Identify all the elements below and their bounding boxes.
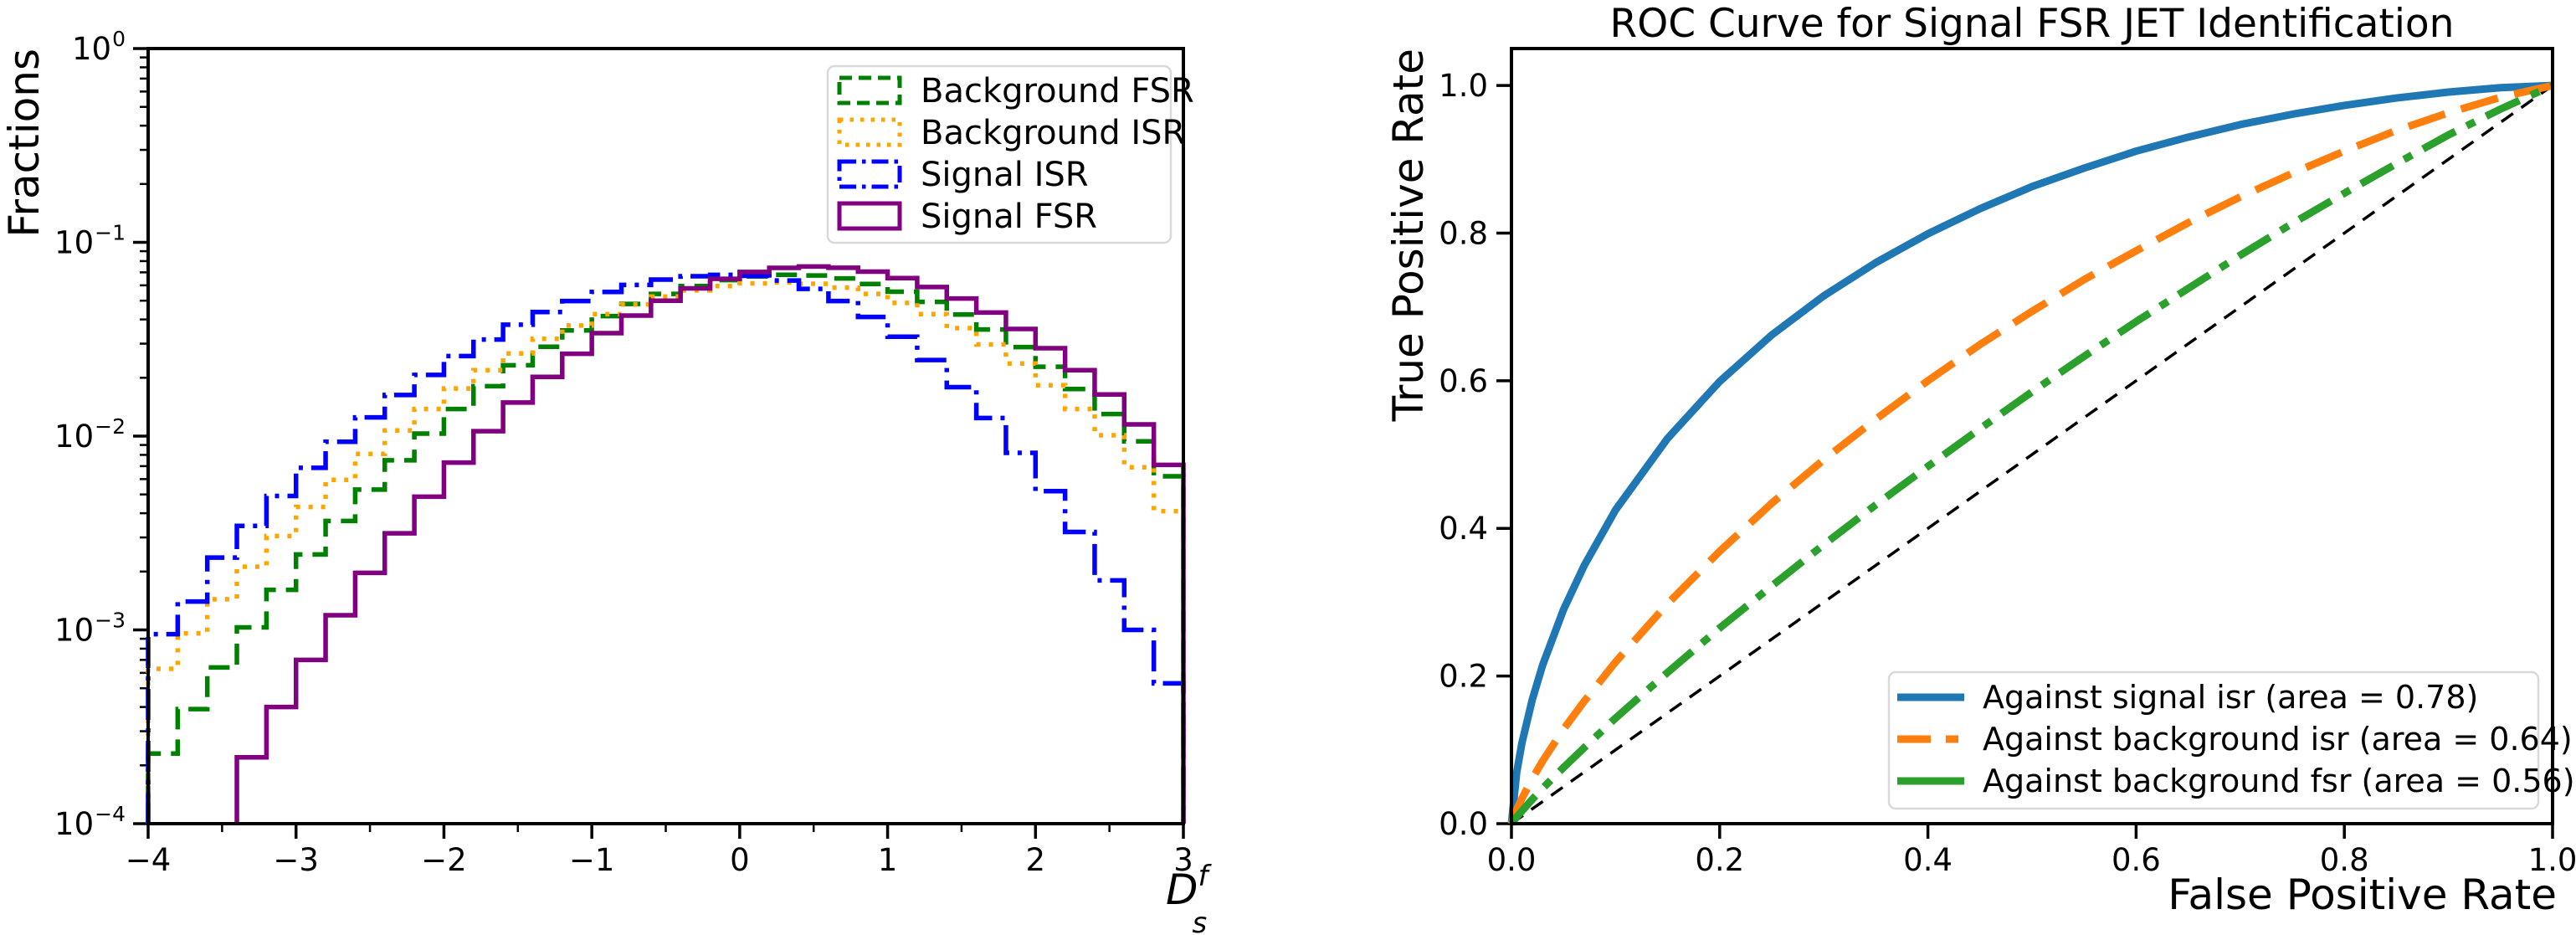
x-tick-label: 1.0 [2528,842,2576,878]
legend-label: Against background isr (area = 0.64) [1983,721,2573,758]
legend-item-signal-isr: Signal ISR [837,156,1089,194]
x-tick-label: 1 [878,842,898,878]
legend-item-against-background-isr: Against background isr (area = 0.64) [1897,721,2573,758]
left-plot: −4 −3 −2 −1 0 1 2 3 100 10−1 10−2 10−3 10−4 Fraction… [0,27,1213,935]
left-plot-frame [146,47,1185,825]
x-tick-label: 0.0 [1487,842,1537,878]
legend-item-background-isr: Background ISR [837,114,1185,152]
x-tick-label: −2 [421,842,467,878]
x-tick-label: 0.6 [2112,842,2161,878]
right-plot: 0.0 0.2 0.4 0.6 0.8 1.0 0.0 0.2 0.4 0.6 0.8 1.0 ROC… [1384,1,2576,919]
legend-item-against-background-fsr: Against background fsr (area = 0.56) [1897,763,2575,799]
right-plot-title: ROC Curve for Signal FSR JET Identificat… [1610,1,2455,47]
legend-label: Against background fsr (area = 0.56) [1983,763,2575,799]
hist-series-background-fsr [146,272,1186,824]
x-tick-label: 3 [1173,842,1193,878]
left-legend-box [826,64,1173,244]
xlabel-sub: s [1193,907,1208,935]
background-isr-swatch [837,117,902,147]
chance-diagonal [1510,84,2554,825]
legend-label: Signal FSR [921,198,1097,236]
legend-label: Signal ISR [921,156,1089,194]
y-tick-label: 0.4 [1439,511,1488,547]
xlabel-sup: f [1198,860,1213,893]
x-tick-label: 0.8 [2320,842,2369,878]
x-tick-label: 0.4 [1903,842,1953,878]
x-tick-label: 0 [730,842,750,878]
y-tick-label: 10−1 [54,221,126,261]
y-tick-label: 0.6 [1439,363,1488,399]
y-tick-label: 0.0 [1439,806,1488,842]
y-tick-label: 10−3 [54,609,126,649]
legend-label: Background ISR [921,114,1185,152]
y-tick-label: 100 [72,27,126,67]
roc-series-against-background-fsr-area-0-56- [1508,82,2554,826]
left-axis-tick-labels: −4 −3 −2 −1 0 1 2 3 100 10−1 10−2 10−3 10−4 [54,27,1193,878]
legend-item-signal-fsr: Signal FSR [837,198,1097,236]
legend-label: Against signal isr (area = 0.78) [1983,679,2478,716]
right-roc-series [1507,81,2554,826]
x-tick-label: −3 [273,842,319,878]
signal-fsr-swatch [837,201,902,231]
signal-isr-swatch [837,159,902,189]
hist-series-signal-isr [146,272,1186,824]
left-x-axis-label: Df s [1166,860,1213,935]
left-histogram-series [146,264,1186,824]
x-tick-label: −1 [569,842,615,878]
roc-series-against-background-isr-area-0-64- [1507,81,2553,825]
right-legend-box [1887,670,2540,810]
right-x-axis-label: False Positive Rate [2168,871,2557,919]
right-legend: Against signal isr (area = 0.78) Against… [1887,670,2575,810]
x-tick-label: −4 [126,842,172,878]
right-axis-tick-labels: 0.0 0.2 0.4 0.6 0.8 1.0 0.0 0.2 0.4 0.6 0.8 1.0 [1439,68,2576,878]
hist-series-background-isr [146,280,1186,824]
y-tick-label: 1.0 [1439,68,1488,104]
hist-series-signal-fsr [234,264,1186,824]
legend-item-against-signal-isr: Against signal isr (area = 0.78) [1897,679,2478,716]
xlabel-base: D [1166,866,1198,914]
x-tick-label: 2 [1026,842,1046,878]
right-y-axis-label: True Positive Rate [1384,49,1433,422]
legend-item-background-fsr: Background FSR [837,72,1194,110]
background-fsr-swatch [837,75,902,105]
y-tick-label: 10−4 [54,802,126,842]
right-plot-frame [1510,47,2554,825]
left-y-axis-label: Fractions [0,49,49,238]
legend-label: Background FSR [921,72,1194,110]
roc-series-against-signal-isr-area-0-78- [1507,81,2553,825]
y-tick-label: 0.8 [1439,215,1488,251]
y-tick-label: 10−2 [54,414,126,455]
x-tick-label: 0.2 [1695,842,1744,878]
y-tick-label: 0.2 [1439,659,1488,695]
right-axis-ticks [1496,84,2554,839]
left-legend: Background FSR Background ISR Signal ISR… [826,64,1194,244]
